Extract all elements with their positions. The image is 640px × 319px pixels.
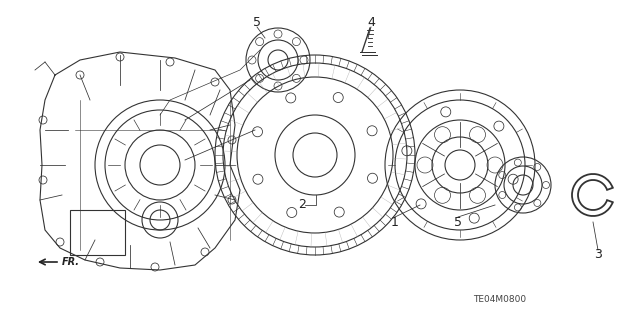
Text: 5: 5 [454,216,462,228]
Text: 1: 1 [391,216,399,228]
Text: 4: 4 [367,16,375,28]
Text: FR.: FR. [62,257,80,267]
Text: 2: 2 [298,198,306,211]
Text: 5: 5 [253,16,261,28]
Bar [70,210,125,255]
Text: 3: 3 [594,249,602,262]
Text: TE04M0800: TE04M0800 [474,295,527,305]
